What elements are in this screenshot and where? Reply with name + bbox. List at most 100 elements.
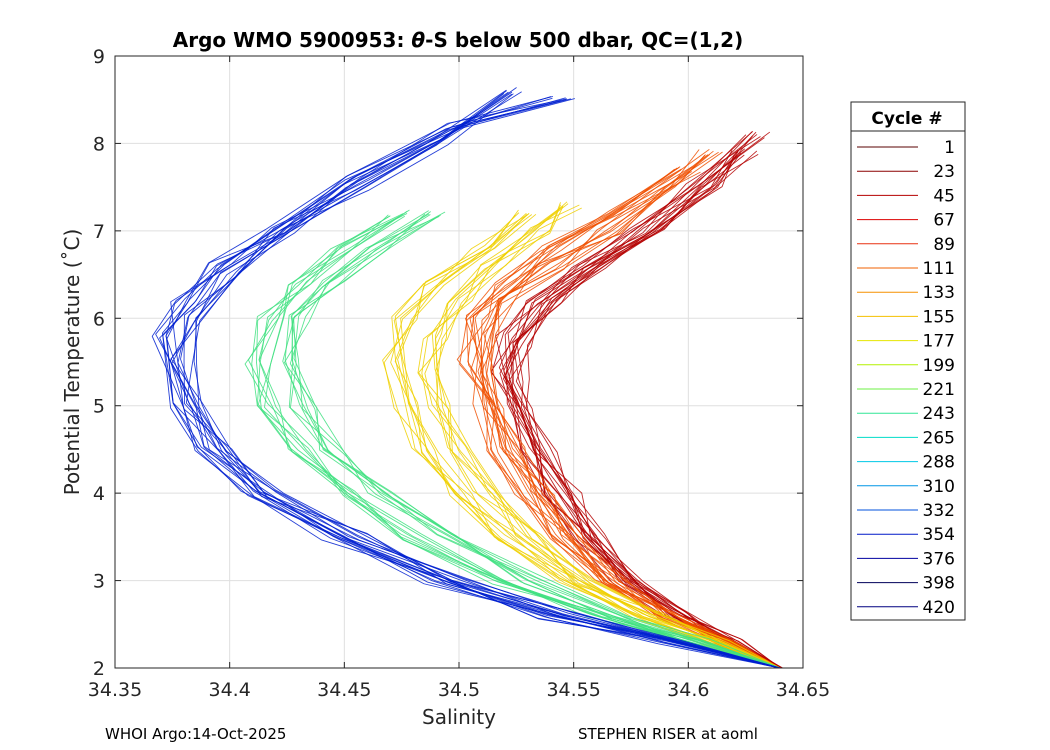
legend-entry: 288 bbox=[857, 453, 955, 473]
y-tick-label: 9 bbox=[93, 46, 105, 68]
x-tick-label: 34.35 bbox=[88, 679, 142, 701]
cycle-profile-line bbox=[170, 100, 781, 669]
cycle-profile-line bbox=[465, 169, 781, 669]
cycle-profile-line bbox=[506, 131, 781, 669]
legend-entry: 332 bbox=[857, 501, 955, 521]
legend-entry: 354 bbox=[857, 525, 955, 545]
legend-entry: 376 bbox=[857, 549, 955, 569]
legend-entry: 111 bbox=[857, 259, 955, 279]
legend-label: 67 bbox=[933, 211, 955, 231]
cycle-profile-line bbox=[394, 214, 781, 669]
legend-entry: 1 bbox=[857, 138, 955, 158]
legend-label: 23 bbox=[933, 162, 955, 182]
x-tick-label: 34.45 bbox=[317, 679, 371, 701]
legend-label: 199 bbox=[923, 356, 955, 376]
cycle-profile-line bbox=[421, 204, 781, 669]
cycle-profile-line bbox=[244, 209, 781, 669]
legend-entry: 23 bbox=[857, 162, 955, 182]
cycle-profile-line bbox=[289, 214, 781, 669]
legend-label: 89 bbox=[933, 235, 955, 255]
data-curves bbox=[151, 87, 783, 669]
footer-right-credit: STEPHEN RISER at aoml bbox=[578, 725, 758, 743]
legend-label: 177 bbox=[923, 332, 955, 352]
x-axis-label: Salinity bbox=[422, 705, 496, 729]
x-tick-label: 34.6 bbox=[667, 679, 709, 701]
legend-entry: 133 bbox=[857, 283, 955, 303]
x-tick-label: 34.65 bbox=[776, 679, 830, 701]
legend-entry: 89 bbox=[857, 235, 955, 255]
legend-label: 354 bbox=[923, 525, 955, 545]
cycle-profile-line bbox=[258, 210, 781, 669]
cycle-profile-line bbox=[258, 215, 781, 669]
cycle-profile-line bbox=[185, 93, 781, 669]
cycle-profile-line bbox=[256, 215, 781, 669]
y-tick-label: 3 bbox=[93, 571, 105, 593]
legend-label: 265 bbox=[923, 428, 955, 448]
cycle-profile-line bbox=[434, 206, 781, 669]
cycle-profile-line bbox=[417, 203, 781, 669]
legend-entries: 1 23 45 67 89 111 133 155 177 199 221 243 265 288 310 3… bbox=[857, 138, 955, 618]
cycle-profile-line bbox=[490, 154, 781, 669]
legend-entry: 265 bbox=[857, 428, 955, 448]
legend-label: 243 bbox=[923, 404, 955, 424]
y-tick-label: 8 bbox=[93, 133, 105, 155]
series-group bbox=[151, 87, 781, 669]
cycle-profile-line bbox=[397, 212, 781, 669]
legend-entry: 221 bbox=[857, 380, 955, 400]
legend-label: 133 bbox=[923, 283, 955, 303]
footer-left-credit: WHOI Argo:14-Oct-2025 bbox=[105, 725, 287, 743]
legend-label: 310 bbox=[923, 477, 955, 497]
legend-entry: 398 bbox=[857, 574, 955, 594]
y-tick-label: 2 bbox=[93, 658, 105, 680]
series-group bbox=[244, 209, 781, 669]
legend-label: 111 bbox=[923, 259, 955, 279]
cycle-profile-line bbox=[512, 151, 783, 669]
x-tick-label: 34.4 bbox=[209, 679, 251, 701]
legend-label: 155 bbox=[923, 307, 955, 327]
legend-entry: 67 bbox=[857, 211, 955, 231]
legend-entry: 155 bbox=[857, 307, 955, 327]
series-group bbox=[382, 201, 781, 669]
legend-box bbox=[850, 101, 966, 621]
legend-entry: 243 bbox=[857, 404, 955, 424]
x-tick-label: 34.55 bbox=[546, 679, 600, 701]
legend-entry: 420 bbox=[857, 598, 955, 618]
legend-entry: 177 bbox=[857, 332, 955, 352]
legend-label: 332 bbox=[923, 501, 955, 521]
series-group bbox=[456, 148, 781, 669]
cycle-profile-line bbox=[498, 134, 781, 669]
cycle-profile-line bbox=[472, 167, 781, 669]
legend-label: 376 bbox=[923, 549, 955, 569]
cycle-profile-line bbox=[480, 168, 781, 669]
legend-label: 420 bbox=[923, 598, 955, 618]
cycle-profile-line bbox=[165, 98, 781, 669]
cycle-profile-line bbox=[162, 97, 781, 669]
y-tick-label: 4 bbox=[93, 483, 105, 505]
axis-ticks: 34.35 34.4 34.45 34.5 34.55 34.6 34.65 2 3 4 5 6 7 8 9 bbox=[88, 46, 830, 701]
legend-label: 1 bbox=[944, 138, 955, 158]
chart-title: Argo WMO 5900953: θ-S below 500 dbar, QC… bbox=[173, 28, 743, 52]
cycle-profile-line bbox=[195, 91, 781, 669]
y-axis-label: Potential Temperature (˚C) bbox=[60, 229, 84, 496]
cycle-profile-line bbox=[170, 93, 781, 669]
cycle-profile-line bbox=[393, 213, 781, 669]
cycle-profile-line bbox=[467, 166, 781, 669]
legend-entry: 45 bbox=[857, 186, 955, 206]
legend-entry: 310 bbox=[857, 477, 955, 497]
plot-area: 34.35 34.4 34.45 34.5 34.55 34.6 34.65 2 3 4 5 6 7 8 9 bbox=[88, 46, 830, 701]
cycle-profile-line bbox=[155, 98, 781, 669]
y-tick-label: 7 bbox=[93, 221, 105, 243]
cycle-profile-line bbox=[171, 89, 781, 669]
legend-title: Cycle # bbox=[871, 109, 942, 129]
cycle-profile-line bbox=[456, 171, 781, 669]
legend-entry: 199 bbox=[857, 356, 955, 376]
legend: Cycle # 1 23 45 67 89 111 133 155 177 199 221 243 26… bbox=[850, 101, 966, 621]
cycle-profile-line bbox=[382, 213, 781, 669]
cycle-profile-line bbox=[166, 95, 781, 669]
legend-label: 288 bbox=[923, 453, 955, 473]
cycle-profile-line bbox=[435, 201, 781, 669]
cycle-profile-line bbox=[499, 135, 781, 669]
cycle-profile-line bbox=[247, 213, 781, 669]
y-tick-label: 5 bbox=[93, 396, 105, 418]
